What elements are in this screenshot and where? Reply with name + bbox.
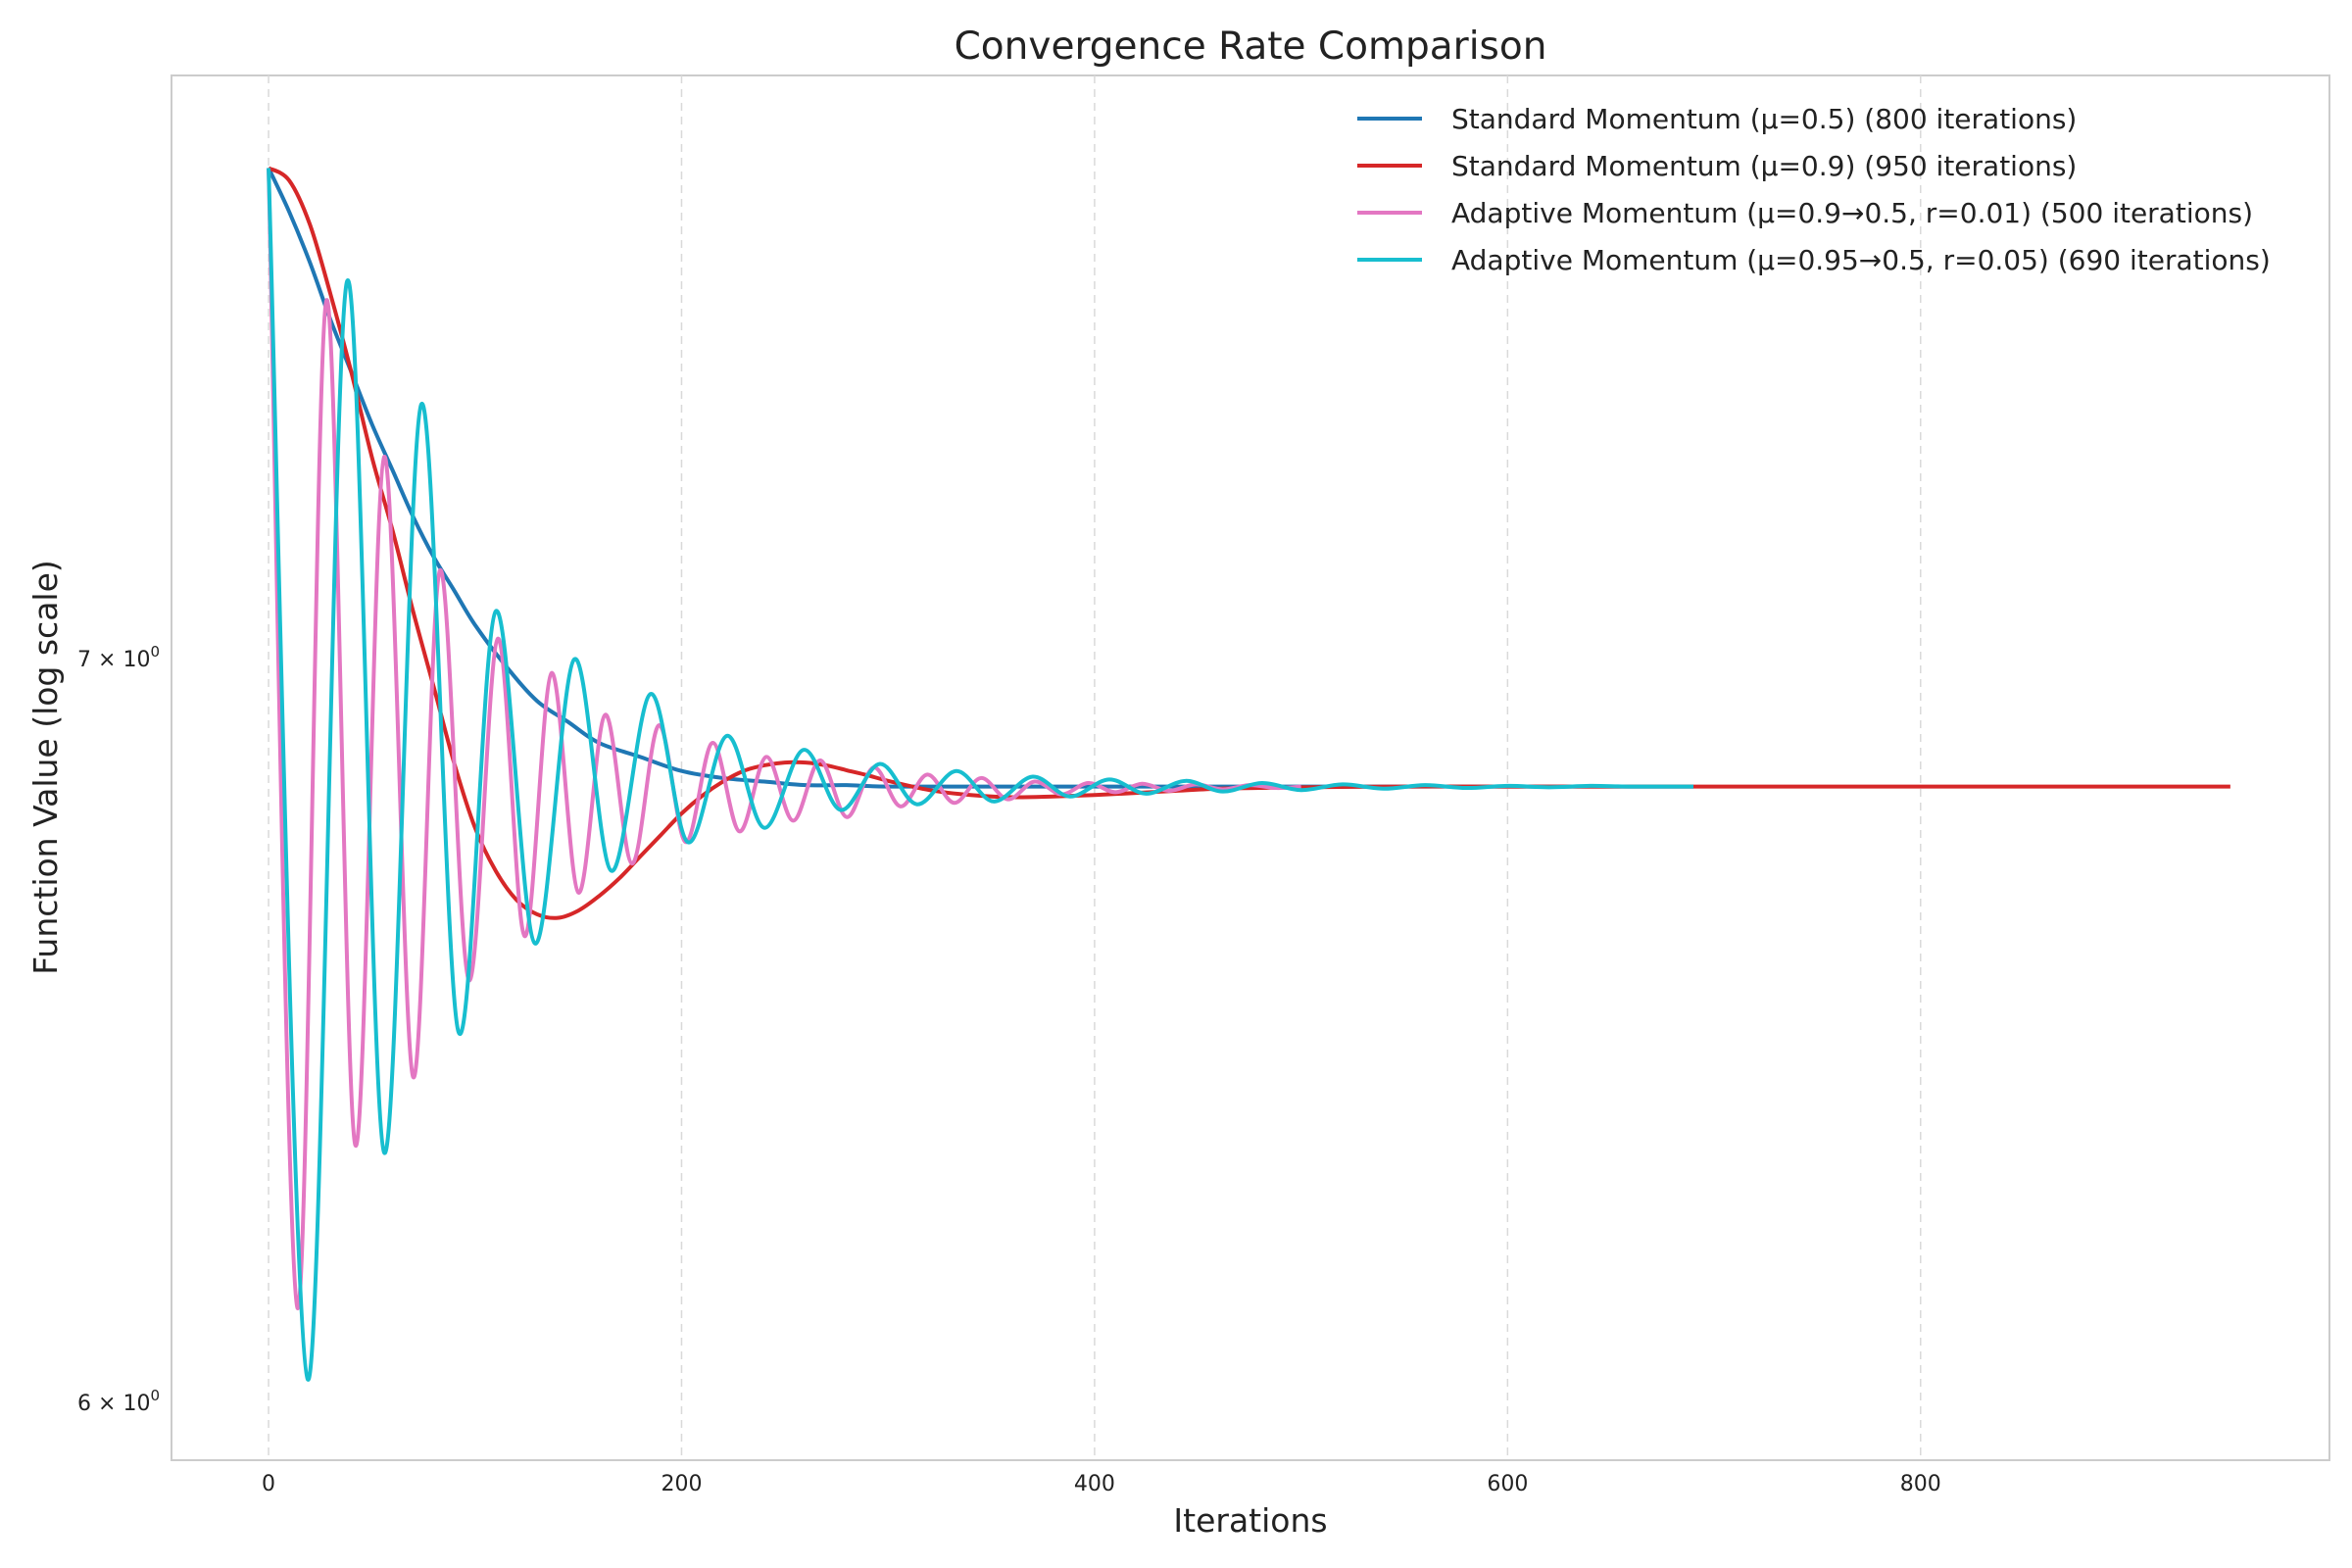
series-line-1: [267, 167, 1693, 789]
grid-layer: [268, 75, 1922, 1460]
x-tick-label: 200: [661, 1472, 702, 1496]
x-axis-label: Iterations: [1173, 1501, 1327, 1540]
legend: Standard Momentum (μ=0.5) (800 iteration…: [1357, 103, 2271, 276]
series-layer: [267, 166, 2230, 1382]
x-tick-label: 800: [1900, 1472, 1941, 1496]
legend-label-4: Adaptive Momentum (μ=0.95→0.5, r=0.05) (…: [1451, 244, 2271, 276]
x-tick-label: 0: [262, 1472, 275, 1496]
y-tick-label: 6 × 100: [77, 1387, 160, 1416]
series-line-3: [267, 168, 1301, 1310]
chart-title: Convergence Rate Comparison: [955, 24, 1547, 69]
plot-area: [171, 74, 2330, 1461]
y-axis-label: Function Value (log scale): [26, 560, 65, 975]
series-line-4: [267, 168, 1693, 1382]
y-tick-label: 7 × 100: [77, 643, 160, 672]
x-tick-label: 600: [1487, 1472, 1528, 1496]
legend-label-1: Standard Momentum (μ=0.5) (800 iteration…: [1451, 103, 2077, 135]
legend-label-2: Standard Momentum (μ=0.9) (950 iteration…: [1451, 150, 2077, 182]
tick-layer: 0 200 400 600 800 7 × 100 6 × 100: [77, 643, 1941, 1496]
legend-label-3: Adaptive Momentum (μ=0.9→0.5, r=0.01) (5…: [1451, 197, 2253, 229]
x-tick-label: 400: [1074, 1472, 1115, 1496]
